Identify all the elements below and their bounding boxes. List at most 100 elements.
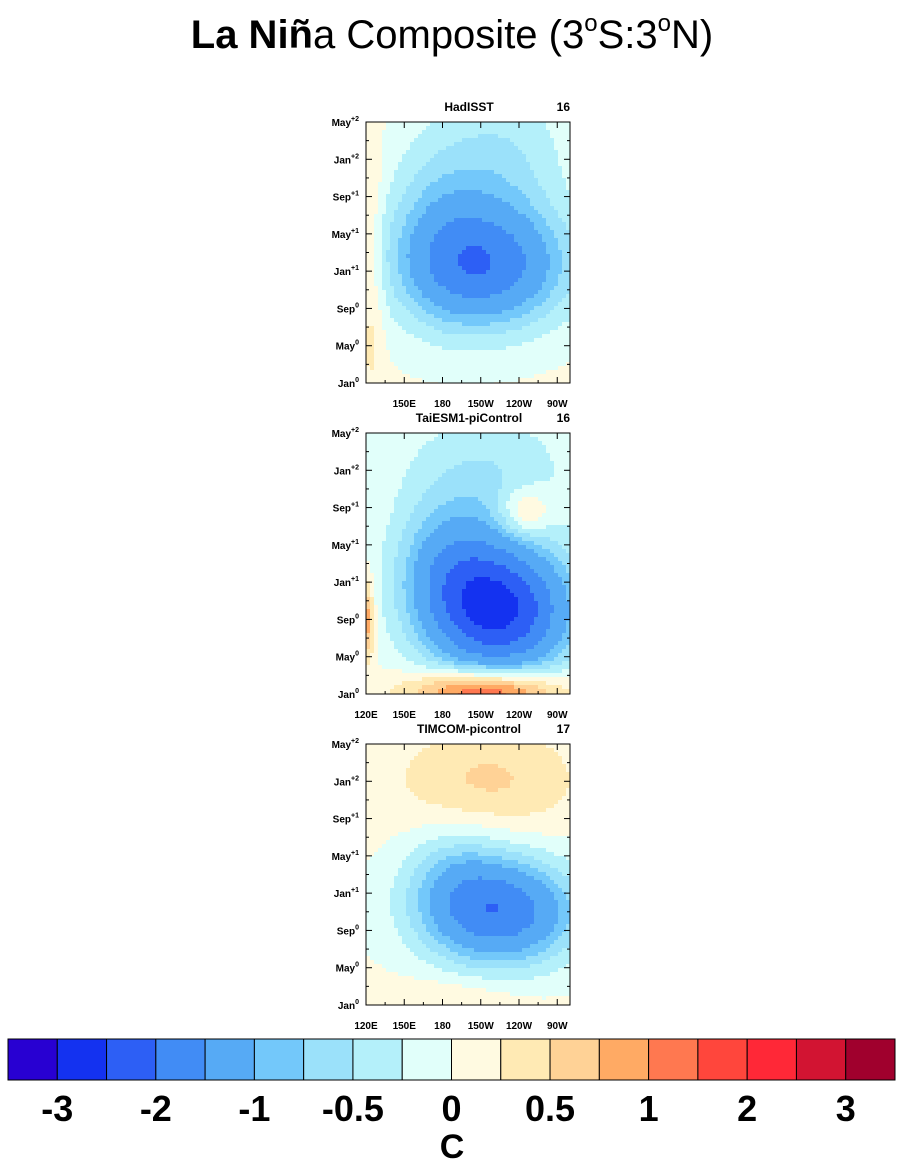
- heatmap-cell: [482, 370, 487, 375]
- heatmap-cell: [538, 286, 543, 291]
- heatmap-cell: [374, 358, 379, 363]
- heatmap-cell: [374, 613, 379, 618]
- heatmap-cell: [538, 218, 543, 223]
- heatmap-cell: [474, 134, 479, 139]
- heatmap-cell: [466, 258, 471, 263]
- heatmap-cell: [406, 641, 411, 646]
- heatmap-cell: [482, 182, 487, 187]
- heatmap-cell: [478, 222, 483, 227]
- heatmap-cell: [394, 378, 399, 383]
- heatmap-cell: [394, 553, 399, 558]
- heatmap-cell: [390, 338, 395, 343]
- heatmap-cell: [458, 134, 463, 139]
- heatmap-cell: [506, 290, 511, 295]
- heatmap-cell: [434, 641, 439, 646]
- heatmap-cell: [366, 282, 371, 287]
- heatmap-cell: [402, 290, 407, 295]
- heatmap-cell: [374, 669, 379, 674]
- heatmap-cell: [518, 358, 523, 363]
- heatmap-cell: [426, 294, 431, 299]
- heatmap-cell: [390, 242, 395, 247]
- heatmap-cell: [534, 222, 539, 227]
- heatmap-cell: [446, 485, 451, 490]
- heatmap-cell: [438, 489, 443, 494]
- heatmap-cell: [374, 449, 379, 454]
- heatmap-cell: [526, 186, 531, 191]
- heatmap-cell: [462, 162, 467, 167]
- heatmap-cell: [382, 166, 387, 171]
- heatmap-cell: [374, 258, 379, 263]
- heatmap-cell: [438, 433, 443, 438]
- heatmap-cell: [426, 565, 431, 570]
- heatmap-cell: [438, 194, 443, 199]
- heatmap-cell: [502, 226, 507, 231]
- heatmap-cell: [398, 617, 403, 622]
- heatmap-cell: [442, 613, 447, 618]
- heatmap-cell: [410, 322, 415, 327]
- heatmap-cell: [522, 334, 527, 339]
- heatmap-cell: [542, 338, 547, 343]
- heatmap-cell: [550, 258, 555, 263]
- heatmap-cell: [506, 154, 511, 159]
- heatmap-cell: [434, 370, 439, 375]
- heatmap-cell: [366, 150, 371, 155]
- heatmap-cell: [494, 158, 499, 163]
- heatmap-cell: [438, 513, 443, 518]
- heatmap-cell: [394, 166, 399, 171]
- heatmap-cell: [418, 210, 423, 215]
- heatmap-cell: [430, 250, 435, 255]
- heatmap-cell: [410, 130, 415, 135]
- heatmap-cell: [458, 453, 463, 458]
- heatmap-cell: [566, 198, 571, 203]
- heatmap-cell: [366, 358, 371, 363]
- heatmap-cell: [498, 130, 503, 135]
- heatmap-cell: [430, 138, 435, 143]
- heatmap-cell: [406, 278, 411, 283]
- heatmap-cell: [422, 150, 427, 155]
- heatmap-cell: [442, 437, 447, 442]
- heatmap-cell: [562, 126, 567, 131]
- heatmap-cell: [446, 222, 451, 227]
- heatmap-cell: [486, 330, 491, 335]
- heatmap-cell: [442, 661, 447, 666]
- heatmap-cell: [498, 354, 503, 359]
- heatmap-cell: [422, 362, 427, 367]
- heatmap-cell: [386, 533, 391, 538]
- heatmap-cell: [438, 509, 443, 514]
- heatmap-cell: [422, 294, 427, 299]
- heatmap-cell: [458, 210, 463, 215]
- heatmap-cell: [534, 150, 539, 155]
- heatmap-cell: [546, 338, 551, 343]
- heatmap-cell: [390, 250, 395, 255]
- heatmap-cell: [446, 302, 451, 307]
- heatmap-cell: [562, 206, 567, 211]
- heatmap-cell: [562, 210, 567, 215]
- heatmap-cell: [490, 326, 495, 331]
- heatmap-cell: [434, 226, 439, 231]
- heatmap-cell: [386, 362, 391, 367]
- heatmap-cell: [430, 362, 435, 367]
- heatmap-cell: [442, 525, 447, 530]
- heatmap-cell: [386, 302, 391, 307]
- heatmap-cell: [370, 202, 375, 207]
- heatmap-cell: [418, 473, 423, 478]
- heatmap-cell: [466, 294, 471, 299]
- heatmap-cell: [454, 585, 459, 590]
- heatmap-cell: [542, 370, 547, 375]
- heatmap-cell: [474, 222, 479, 227]
- heatmap-cell: [486, 134, 491, 139]
- heatmap-cell: [394, 158, 399, 163]
- heatmap-cell: [490, 274, 495, 279]
- heatmap-cell: [398, 222, 403, 227]
- heatmap-cell: [550, 186, 555, 191]
- heatmap-cell: [510, 378, 515, 383]
- heatmap-cell: [434, 366, 439, 371]
- heatmap-cell: [506, 310, 511, 315]
- heatmap-cell: [490, 130, 495, 135]
- heatmap-cell: [450, 190, 455, 195]
- heatmap-cell: [438, 453, 443, 458]
- heatmap-cell: [502, 266, 507, 271]
- heatmap-cell: [398, 186, 403, 191]
- heatmap-cell: [370, 509, 375, 514]
- heatmap-cell: [506, 202, 511, 207]
